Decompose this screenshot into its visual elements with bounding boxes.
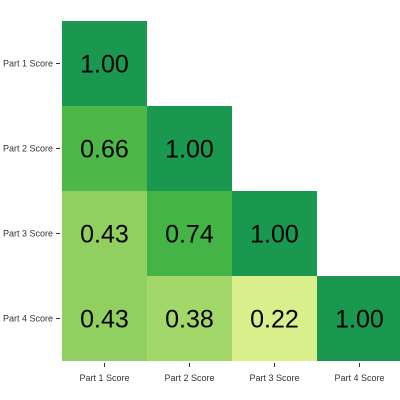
x-tick-label: Part 4 Score (334, 373, 384, 383)
cell-value-label: 0.43 (80, 306, 129, 334)
x-tick-label: Part 3 Score (249, 373, 299, 383)
heatmap-cell (147, 276, 232, 361)
cell-value-label: 1.00 (335, 306, 384, 334)
cell-value-label: 0.74 (165, 221, 214, 249)
heatmap-cell (147, 106, 232, 191)
cell-value-label: 1.00 (250, 221, 299, 249)
cell-value-label: 0.43 (80, 221, 129, 249)
x-tick-label: Part 2 Score (164, 373, 214, 383)
heatmap-cells: 1.00 0.66 1.00 0.43 0.74 1.00 0.43 0.38 0.22 1.00 (62, 21, 400, 361)
heatmap-cell (62, 21, 147, 106)
heatmap-cell (232, 191, 317, 276)
cell-value-label: 0.38 (165, 306, 214, 334)
heatmap-cell (62, 106, 147, 191)
y-tick-label: Part 1 Score (3, 59, 53, 69)
heatmap-cell (62, 276, 147, 361)
y-axis: Part 1 Score Part 2 Score Part 3 Score Part… (3, 59, 60, 324)
heatmap-cell (317, 276, 400, 361)
heatmap-cell (232, 276, 317, 361)
y-tick-label: Part 4 Score (3, 314, 53, 324)
heatmap-cell (62, 191, 147, 276)
cell-value-label: 1.00 (165, 136, 214, 164)
y-tick-label: Part 2 Score (3, 144, 53, 154)
cell-value-label: 0.66 (80, 136, 129, 164)
x-tick-label: Part 1 Score (79, 373, 129, 383)
heatmap-cell (147, 191, 232, 276)
cell-value-label: 0.22 (250, 306, 299, 334)
x-axis: Part 1 Score Part 2 Score Part 3 Score Part… (79, 363, 385, 383)
y-tick-label: Part 3 Score (3, 229, 53, 239)
cell-value-label: 1.00 (80, 51, 129, 79)
